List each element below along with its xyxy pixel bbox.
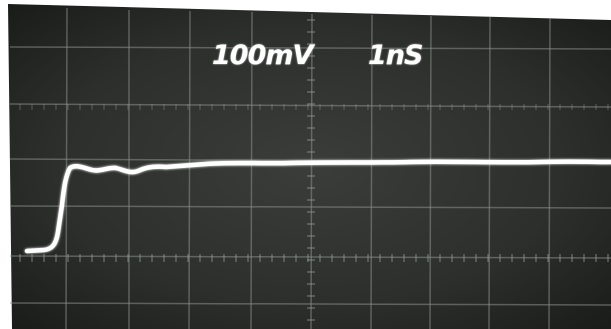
grid-line-v: [310, 13, 313, 329]
time-per-div-label: 1nS: [368, 40, 423, 71]
grid-line-h: [9, 255, 611, 259]
grid-line-v: [65, 7, 68, 329]
grid-line-h: [9, 46, 611, 50]
grid-line-v: [429, 15, 432, 329]
grid-line-v: [488, 16, 491, 329]
screen-area: [8, 4, 611, 329]
grid-line-h: [9, 103, 611, 108]
grid-line-h: [9, 302, 611, 306]
grid-line-v: [548, 17, 551, 329]
volts-per-div-label: 100mV: [212, 40, 313, 71]
grid-line-v: [250, 11, 253, 329]
signal-trace: [24, 159, 611, 254]
grid-line-v: [188, 10, 191, 329]
axis-ticks: [19, 19, 609, 321]
grid-line-v: [370, 14, 373, 329]
grid-line-h: [9, 205, 611, 209]
